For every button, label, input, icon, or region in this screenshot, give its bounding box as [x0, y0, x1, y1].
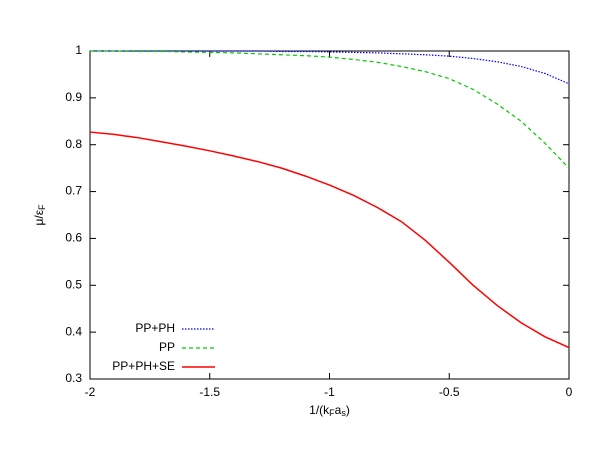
- x-tick-label: -1.5: [199, 385, 220, 399]
- y-tick-label: 1: [75, 43, 82, 57]
- x-axis-label: 1/(kFas): [309, 403, 350, 418]
- x-tick-label: -2: [85, 385, 96, 399]
- legend-label: PP+PH: [135, 321, 175, 335]
- x-axis-label-part: ): [346, 403, 350, 417]
- x-axis-label-part: F: [329, 408, 335, 418]
- x-axis-label-part: s: [341, 408, 346, 418]
- y-tick-label: 0.7: [65, 184, 82, 198]
- x-axis-label-part: a: [335, 403, 342, 417]
- line-series: [90, 50, 570, 169]
- legend-label: PP+PH+SE: [112, 359, 175, 373]
- line-series: [90, 50, 570, 85]
- line-series: [89, 131, 570, 349]
- y-axis-label: μ/εF: [32, 204, 47, 226]
- y-tick-label: 0.5: [65, 277, 82, 291]
- y-axis-label-part: μ/ε: [32, 209, 46, 225]
- y-tick-label: 0.6: [65, 231, 82, 245]
- y-tick-label: 0.3: [65, 371, 82, 385]
- legend-label: PP: [159, 340, 175, 354]
- y-tick-label: 0.4: [65, 324, 82, 338]
- x-tick-label: -1: [324, 385, 335, 399]
- y-tick-label: 0.9: [65, 90, 82, 104]
- x-tick-label: 0: [566, 385, 573, 399]
- x-tick-label: -0.5: [439, 385, 460, 399]
- y-axis-label-part: F: [37, 204, 47, 210]
- y-tick-label: 0.8: [65, 137, 82, 151]
- x-axis-label-part: 1/(k: [309, 403, 330, 417]
